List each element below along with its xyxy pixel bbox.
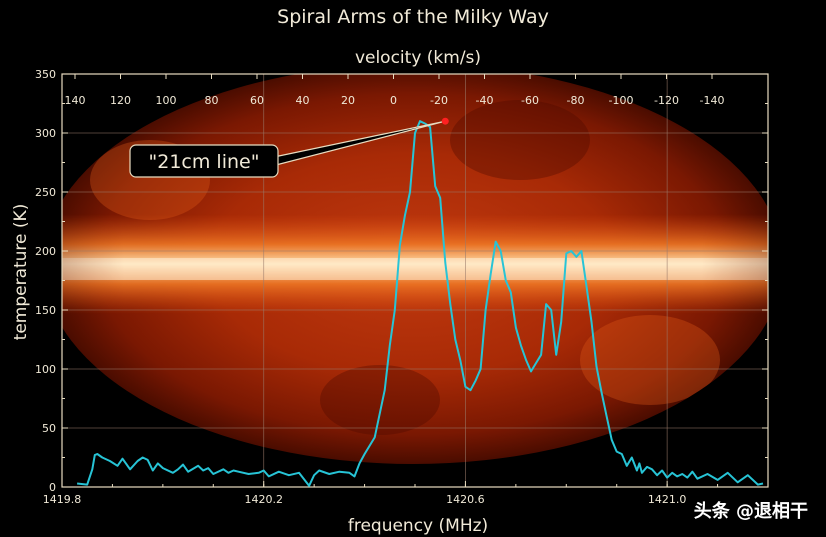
velocity-tick-label: -20 [430,94,448,107]
velocity-tick-label: -100 [609,94,634,107]
velocity-tick-label: 60 [250,94,264,107]
annotation-layer: "21cm line" [129,117,449,178]
velocity-axis-label: velocity (km/s) [355,48,481,68]
velocity-tick-label: 40 [296,94,310,107]
x-tick-label: 1419.8 [43,493,82,506]
y-tick-label: 300 [35,127,56,140]
velocity-tick-label: 20 [341,94,355,107]
velocity-tick-label: -120 [654,94,679,107]
x-axis-ticks: 1419.8 1420.2 1420.6 1421.0 [43,481,769,506]
annotation-box [129,144,279,178]
x-tick-label: 1420.6 [446,493,485,506]
velocity-tick-label: 0 [390,94,397,107]
series-layer [76,120,764,487]
velocity-axis-ticks: 140 120 100 80 60 40 20 0 -20 -40 -60 -80 -100 -120 -1… [65,74,725,107]
series-line [76,120,764,487]
y-tick-label: 200 [35,245,56,258]
velocity-tick-label: 120 [110,94,131,107]
y-tick-label: 250 [35,186,56,199]
velocity-tick-label: 100 [156,94,177,107]
y-tick-label: 50 [42,422,56,435]
x-tick-label: 1420.2 [244,493,283,506]
peak-marker [441,117,449,125]
velocity-tick-label: 140 [65,94,86,107]
y-tick-label: 100 [35,363,56,376]
y-axis-label: temperature (K) [11,204,31,341]
y-tick-label: 150 [35,304,56,317]
velocity-tick-label: -140 [700,94,725,107]
velocity-tick-label: -60 [521,94,539,107]
velocity-tick-label: -40 [476,94,494,107]
watermark: 头条 @退相干 [694,500,808,522]
annotation-text: "21cm line" [149,151,260,173]
x-tick-label: 1421.0 [648,493,687,506]
velocity-tick-label: 80 [205,94,219,107]
chart-title: Spiral Arms of the Milky Way [277,6,549,28]
velocity-tick-label: -80 [567,94,585,107]
y-tick-label: 0 [49,481,56,494]
x-axis-label: frequency (MHz) [348,516,488,536]
milky-way-sky-map [62,74,768,464]
y-tick-label: 350 [35,68,56,81]
